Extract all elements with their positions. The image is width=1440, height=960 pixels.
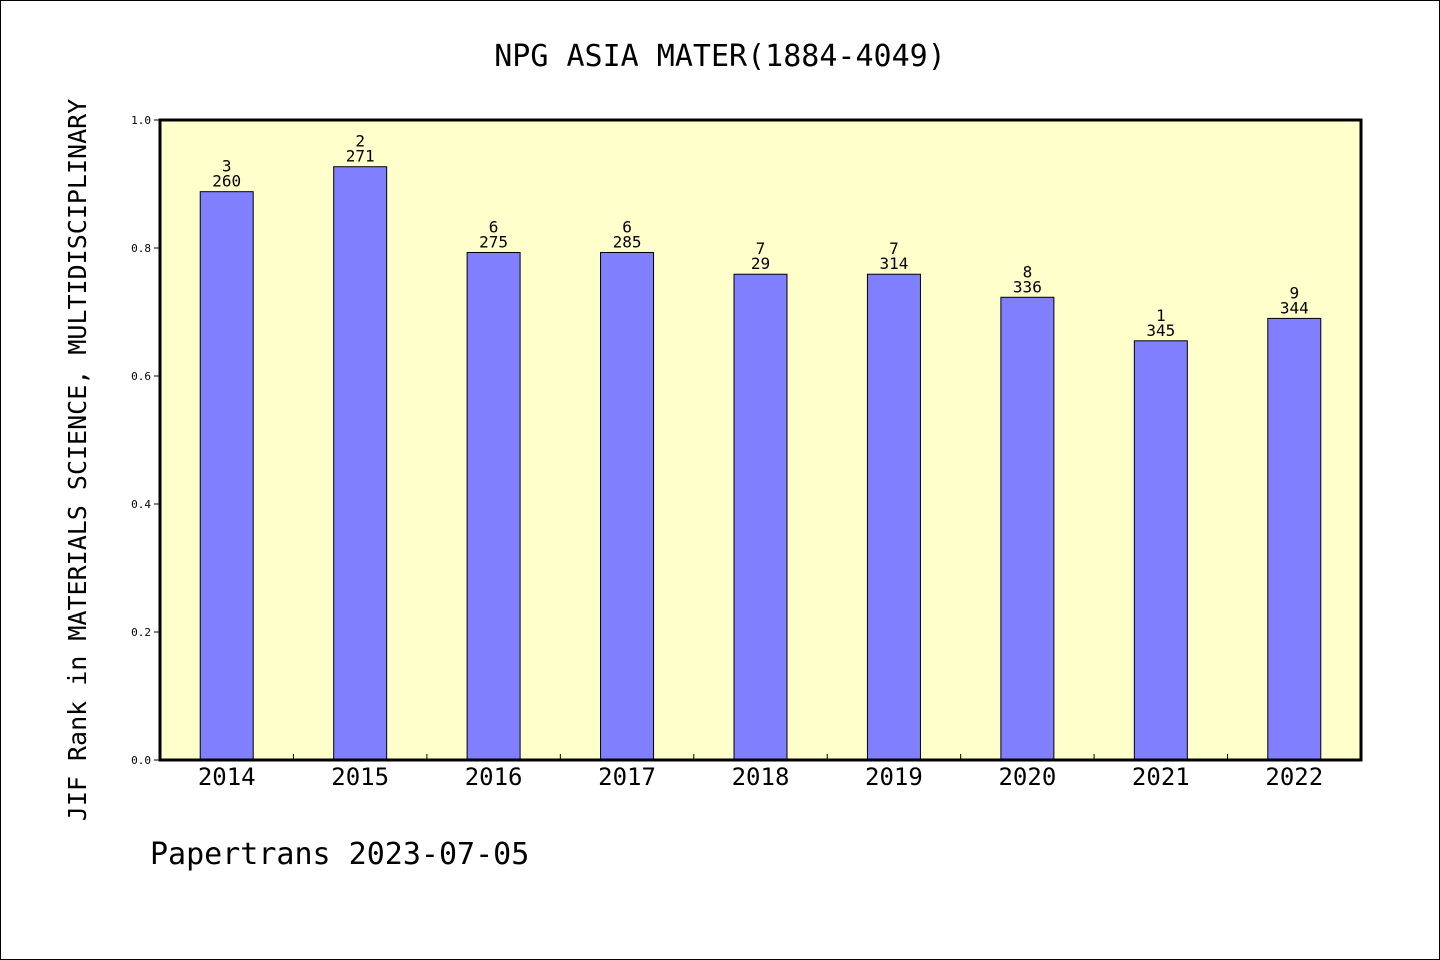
x-tick-label-2016: 2016 — [465, 763, 523, 791]
y-tick-label: 0.4 — [131, 498, 151, 511]
total-label-2019: 314 — [879, 254, 908, 273]
bar-2022 — [1267, 317, 1322, 761]
rank-label-2014: 3 — [222, 157, 232, 176]
x-tick-label-2015: 2015 — [331, 763, 389, 791]
total-label-2018: 29 — [751, 254, 770, 273]
rank-label-2016: 6 — [489, 217, 499, 236]
bar-2017 — [600, 251, 655, 761]
total-label-2014: 260 — [212, 172, 241, 191]
rank-label-2021: 1 — [1156, 306, 1166, 325]
rank-label-2020: 8 — [1023, 262, 1033, 281]
chart-title: NPG ASIA MATER(1884-4049) — [494, 39, 946, 74]
y-tick-label: 1.0 — [131, 114, 151, 127]
y-axis-label: JIF Rank in MATERIALS SCIENCE, MULTIDISC… — [63, 99, 92, 821]
x-tick-label-2014: 2014 — [198, 763, 256, 791]
y-tick-label: 0.8 — [131, 242, 151, 255]
rank-label-2022: 9 — [1289, 283, 1299, 302]
total-label-2022: 344 — [1280, 298, 1309, 317]
rank-label-2019: 7 — [889, 239, 899, 258]
rank-label-2017: 6 — [622, 217, 632, 236]
y-tick-label: 0.6 — [131, 370, 151, 383]
bar-2018 — [733, 273, 788, 761]
footer-credit: Papertrans 2023-07-05 — [150, 837, 529, 872]
bar-2020 — [1000, 296, 1055, 761]
plot-border — [158, 118, 1363, 762]
x-tick-label-2018: 2018 — [732, 763, 790, 791]
x-tick-label-2020: 2020 — [998, 763, 1056, 791]
total-label-2017: 285 — [613, 232, 642, 251]
bar-2016 — [466, 251, 521, 761]
rank-label-2018: 7 — [756, 239, 766, 258]
x-tick-label-2022: 2022 — [1265, 763, 1323, 791]
x-tick-label-2017: 2017 — [598, 763, 656, 791]
bar-2014 — [199, 191, 254, 761]
y-tick-label: 0.2 — [131, 626, 151, 639]
total-label-2021: 345 — [1146, 321, 1175, 340]
bar-2015 — [333, 166, 388, 761]
total-label-2020: 336 — [1013, 277, 1042, 296]
total-label-2016: 275 — [479, 232, 508, 251]
y-tick-label: 0.0 — [131, 754, 151, 767]
total-label-2015: 271 — [346, 147, 375, 166]
bar-2021 — [1133, 340, 1188, 761]
x-tick-label-2019: 2019 — [865, 763, 923, 791]
x-tick-label-2021: 2021 — [1132, 763, 1190, 791]
bar-2019 — [866, 273, 921, 761]
bars-layer — [199, 166, 1322, 761]
axis-ticks-layer: 2014 2015 2016 2017 2018 2019 2020 2021 2022 0.0 0… — [131, 114, 1323, 791]
rank-label-2015: 2 — [355, 132, 365, 151]
